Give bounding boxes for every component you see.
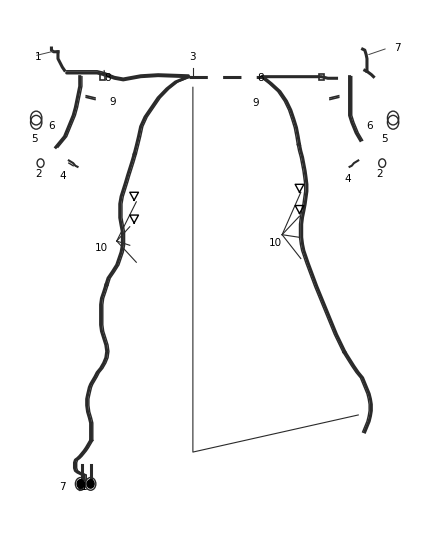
Text: 8: 8 bbox=[105, 73, 111, 83]
Circle shape bbox=[87, 480, 94, 488]
Text: 1: 1 bbox=[81, 481, 88, 491]
Text: 2: 2 bbox=[377, 169, 383, 179]
Text: 4: 4 bbox=[59, 172, 66, 181]
Text: 6: 6 bbox=[366, 121, 372, 131]
Text: 7: 7 bbox=[394, 43, 401, 53]
Text: 4: 4 bbox=[344, 174, 351, 184]
Circle shape bbox=[77, 480, 84, 488]
Text: 9: 9 bbox=[253, 98, 259, 108]
Text: 3: 3 bbox=[190, 52, 196, 62]
Text: 2: 2 bbox=[35, 169, 42, 179]
Text: 5: 5 bbox=[31, 134, 37, 144]
Text: 7: 7 bbox=[59, 481, 66, 491]
Bar bbox=[319, 74, 324, 80]
Text: 5: 5 bbox=[381, 134, 388, 144]
Text: 10: 10 bbox=[269, 238, 282, 248]
Text: 8: 8 bbox=[257, 73, 264, 83]
Text: 6: 6 bbox=[48, 121, 55, 131]
Text: 9: 9 bbox=[109, 97, 116, 107]
Bar bbox=[100, 74, 105, 80]
Text: 10: 10 bbox=[95, 243, 108, 253]
Text: 1: 1 bbox=[35, 52, 42, 62]
